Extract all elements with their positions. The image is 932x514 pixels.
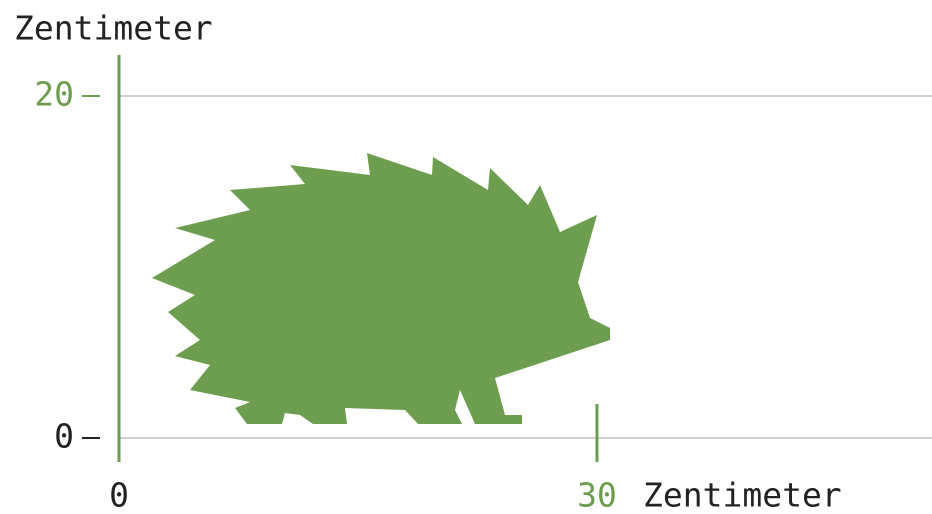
y-axis-label: Zentimeter	[14, 9, 213, 48]
hedgehog-silhouette	[152, 153, 610, 424]
x-axis-label: Zentimeter	[643, 476, 842, 514]
x-tick-label: 30	[577, 476, 617, 514]
y-tick-label: 20	[34, 75, 74, 114]
x-tick-label: 0	[109, 476, 129, 514]
y-tick-label: 0	[54, 417, 74, 456]
chart: Zentimeter 0 20 0 30 Zentimeter	[0, 0, 932, 514]
